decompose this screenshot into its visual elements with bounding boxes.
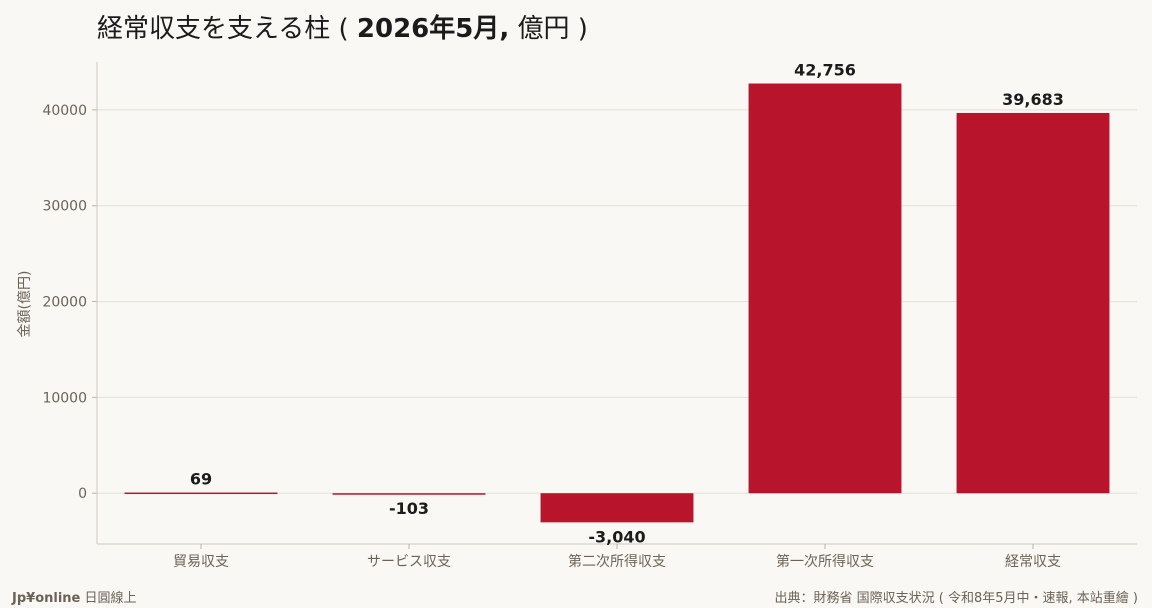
title-main: 経常収支を支える柱 ( [97,14,349,44]
bar-1 [332,493,486,495]
chart-title: 経常収支を支える柱 ( 2026年5月, 億円 ) [97,8,588,45]
brand-name: Jp¥online [12,591,81,606]
x-tick-label: 第二次所得収支 [568,553,666,570]
y-tick-label: 10000 [42,390,87,406]
bar-4 [956,112,1110,494]
x-tick-label: 第一次所得収支 [776,553,874,570]
value-label: -103 [389,499,429,518]
footer-source: 出典：財務省 国際収支状況 ( 令和8年5月中・速報, 本站重繪 ) [774,591,1138,606]
y-tick-label: 30000 [42,199,87,215]
bar-2 [540,493,694,523]
value-label: 42,756 [794,61,856,80]
value-label: -3,040 [588,527,645,546]
x-tick-label: サービス収支 [367,554,451,570]
x-tick-label: 貿易収支 [173,554,229,570]
bar-3 [748,83,902,494]
value-label: 69 [190,470,212,489]
brand-suffix: 日圓線上 [84,591,137,606]
title-unit: 億円 ) [517,14,588,44]
value-label: 39,683 [1002,90,1064,109]
y-tick-label: 0 [78,486,87,502]
footer-brand: Jp¥online 日圓線上 [12,587,137,606]
y-tick-label: 20000 [42,295,87,311]
bar-0 [124,492,278,495]
title-date: 2026年5月, [356,14,510,44]
x-tick-label: 経常収支 [1005,554,1061,570]
y-tick-label: 40000 [42,103,87,119]
